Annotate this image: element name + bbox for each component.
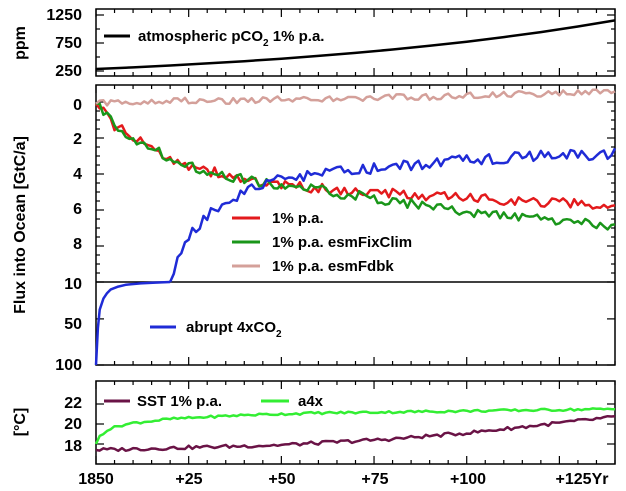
legend-label-co2: atmospheric pCO2 1% p.a.	[138, 28, 324, 49]
legend-label-esmfdbk: 1% p.a. esmFdbk	[272, 258, 394, 275]
x-tick-label: +25	[175, 471, 202, 488]
series-line-flux-2	[95, 88, 616, 107]
series-lines	[94, 19, 617, 453]
legend-label-1pct: 1% p.a.	[272, 210, 324, 227]
y-tick-label: 750	[55, 35, 82, 52]
series-line-flux-1	[96, 102, 616, 231]
series-line-flux-low-0	[94, 280, 171, 366]
sst-y-axis-title: [°C]	[12, 408, 29, 437]
series-line-sst-0	[95, 414, 616, 453]
x-tick-label: +50	[268, 471, 295, 488]
y-tick-label: 1250	[46, 7, 82, 24]
co2-y-axis-title: ppm	[12, 26, 29, 60]
y-tick-label: 0	[73, 97, 82, 114]
y-tick-label: 22	[64, 395, 82, 412]
flux-y-axis-title: Flux into Ocean [GtC/a]	[12, 136, 29, 314]
x-tick-label: 1850	[78, 471, 114, 488]
y-tick-label: 50	[64, 316, 82, 333]
y-tick-label: 18	[64, 438, 82, 455]
y-tick-label: 4	[73, 166, 82, 183]
series-line-sst-1	[94, 407, 616, 445]
series-line-flux-3	[168, 147, 617, 283]
y-tick-label: 100	[55, 357, 82, 374]
x-tick-label: +75	[361, 471, 388, 488]
y-tick-label: 10	[64, 276, 82, 293]
y-tick-label: 250	[55, 63, 82, 80]
y-tick-label: 8	[73, 236, 82, 253]
legend-label-esmfixclim: 1% p.a. esmFixClim	[272, 234, 412, 251]
y-tick-label: 6	[73, 201, 82, 218]
flux-panel-frame	[95, 84, 616, 366]
legend-label-abrupt4x: abrupt 4xCO2	[186, 319, 282, 340]
legend-label-sst: SST 1% p.a.	[137, 393, 222, 410]
legend-label-a4x: a4x	[298, 393, 324, 410]
series-line-co2-0	[95, 19, 616, 71]
y-tick-label: 20	[64, 416, 82, 433]
y-tick-label: 2	[73, 131, 82, 148]
x-tick-label: +100	[450, 471, 486, 488]
x-tick-label: +125Yr	[556, 471, 609, 488]
